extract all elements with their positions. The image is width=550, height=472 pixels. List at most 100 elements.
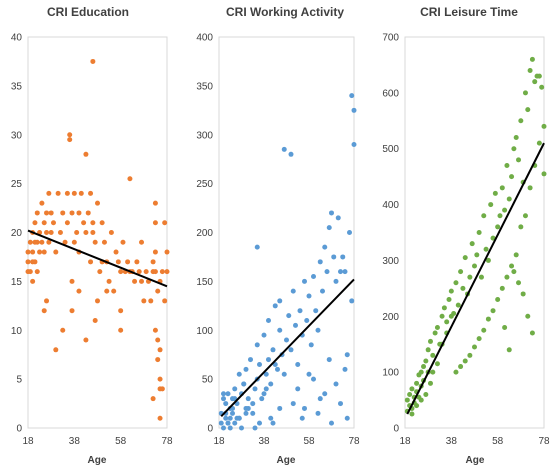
working-activity-data-point [288,151,294,157]
working-activity-data-point [322,391,328,397]
leisure-time-data-point [490,308,496,314]
education-data-point [118,327,124,333]
education-data-point [152,249,158,255]
education-data-point [143,269,149,275]
education-y-tick-label: 10 [11,326,23,337]
working-activity-data-point [338,269,343,275]
working-activity-y-tick-label: 400 [196,33,213,44]
working-activity-data-point [293,322,298,328]
leisure-time-y-tick-label: 200 [382,312,399,323]
working-activity-data-point [308,342,314,348]
education-data-point [46,239,52,245]
education-data-point [125,259,131,265]
working-activity-data-point [326,357,332,363]
working-activity-points [218,93,357,431]
working-activity-data-point [227,425,233,431]
education-data-point [30,249,36,255]
working-activity-data-point [245,396,251,402]
working-activity-trendline [220,278,355,417]
leisure-time-data-point [478,274,484,280]
working-activity-y-tick-label: 150 [196,277,213,288]
education-data-point [25,249,31,255]
education-data-point [148,298,154,304]
leisure-time-data-point [469,241,475,247]
working-activity-data-point [306,371,312,377]
leisure-time-data-point [492,190,498,196]
education-data-point [30,278,36,284]
leisure-time-data-point [462,358,468,364]
leisure-time-data-point [529,330,535,336]
working-activity-data-point [277,298,283,304]
working-activity-data-point [313,308,319,314]
education-data-point [69,278,75,284]
leisure-time-data-point [458,269,464,275]
working-activity-data-point [351,142,357,148]
leisure-time-y-tick-label: 400 [382,200,399,211]
working-activity-data-point [239,425,244,431]
leisure-time-data-point [425,347,431,353]
leisure-time-data-point [513,135,519,141]
leisure-time-data-point [520,291,526,297]
working-activity-data-point [268,415,274,421]
leisure-time-data-point [495,224,501,230]
education-y-tick-label: 40 [11,33,23,44]
leisure-time-data-point [536,140,542,146]
education-data-point [41,220,47,226]
leisure-time-data-point [529,56,535,62]
education-data-point [127,176,133,182]
leisure-time-data-point [536,73,542,79]
working-activity-data-point [254,342,260,348]
leisure-time-data-point [453,280,459,286]
leisure-time-data-point [506,347,512,353]
leisure-time-data-point [511,269,517,275]
leisure-time-y-axis: 0 100 200 300 400 500 600 700 [382,33,399,435]
working-activity-data-point [288,347,294,353]
working-activity-data-point [243,410,249,416]
education-data-point [32,259,38,265]
leisure-time-y-tick-label: 300 [382,256,399,267]
working-activity-y-tick-label: 250 [196,179,213,190]
leisure-time-data-point [404,397,410,403]
working-activity-data-point [290,288,296,294]
leisure-time-data-point [448,288,454,294]
education-data-point [83,230,89,235]
working-activity-data-point [252,386,258,392]
working-activity-data-point [248,357,253,363]
leisure-time-data-point [509,263,515,269]
working-activity-y-tick-label: 0 [207,424,213,435]
education-data-point [32,220,38,226]
leisure-time-data-point [516,280,522,286]
education-data-point [162,220,168,226]
leisure-time-data-point [409,386,415,392]
working-activity-data-point [221,396,226,402]
leisure-time-data-point [472,344,477,350]
education-data-point [97,269,103,275]
education-data-point [78,190,84,196]
leisure-time-x-axis-title: Age [466,455,485,466]
working-activity-data-point [329,420,334,426]
education-data-point [139,239,145,245]
education-data-point [76,288,82,294]
education-data-point [111,288,117,294]
education-y-axis: 0 5 10 15 20 25 30 35 40 [11,33,23,435]
leisure-time-data-point [539,84,545,90]
leisure-time-data-point [522,90,528,96]
education-data-point [27,239,33,245]
leisure-time-data-point [481,327,487,333]
leisure-time-data-point [525,313,531,319]
leisure-time-data-point [476,336,482,342]
education-data-point [134,259,140,265]
working-activity-data-point [322,244,328,250]
education-data-point [55,190,61,196]
leisure-time-data-point [467,352,473,358]
education-data-point [48,210,54,216]
education-data-point [83,151,89,157]
education-x-tick-label: 18 [22,436,34,447]
education-data-point [44,210,50,216]
education-data-point [57,230,63,235]
leisure-time-data-point [490,235,496,241]
working-activity-data-point [223,415,229,421]
working-activity-data-point [257,420,262,426]
leisure-time-data-point [421,364,427,370]
leisure-time-data-point [499,185,505,191]
